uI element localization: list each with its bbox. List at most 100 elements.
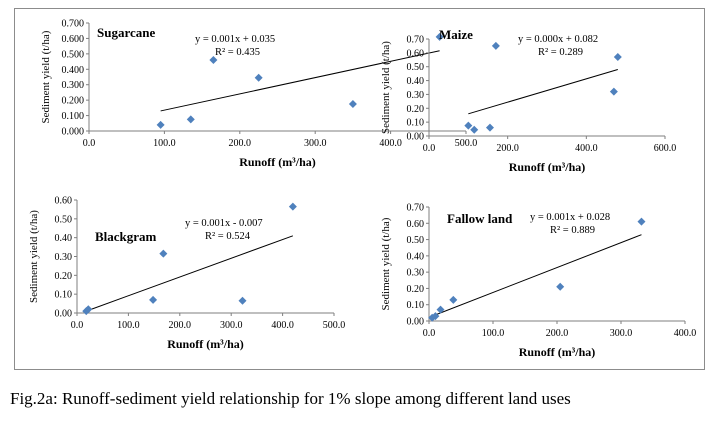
- y-axis-label: Sediment yield (t/ha): [40, 30, 52, 123]
- y-tick-label: 0.30: [55, 252, 73, 263]
- x-tick-label: 200.0: [546, 328, 569, 339]
- x-tick-label: 500.0: [323, 320, 346, 331]
- x-tick-label: 400.0: [575, 143, 598, 154]
- x-tick-label: 0.0: [423, 143, 436, 154]
- chart-3: 0.00 0.10 0.20 0.30 0.40 0.50 0.60 0.0 100.0 200.…: [28, 196, 345, 352]
- chart-1: 0.0000.1000.2000.3000.4000.5000.6000.700…: [40, 19, 477, 170]
- x-tick-label: 0.0: [423, 328, 436, 339]
- y-tick-label: 0.10: [55, 290, 73, 301]
- data-point: [470, 125, 479, 134]
- y-axis-label: Sediment yield (t/ha): [380, 41, 392, 134]
- y-tick-label: 0.60: [55, 196, 73, 207]
- y-tick-label: 0.400: [62, 65, 85, 76]
- data-point: [609, 87, 618, 96]
- x-tick-label: 600.0: [654, 143, 677, 154]
- data-point: [159, 249, 168, 258]
- trendline: [160, 50, 440, 112]
- y-tick-label: 0.00: [407, 132, 425, 143]
- data-point: [464, 121, 473, 130]
- x-tick-label: 200.0: [496, 143, 519, 154]
- trend-equation: y = 0.001x + 0.035: [195, 34, 275, 45]
- data-point: [348, 100, 357, 108]
- x-tick-label: 100.0: [482, 328, 505, 339]
- trend-equation: y = 0.001x - 0.007: [185, 218, 263, 229]
- x-tick-label: 0.0: [71, 320, 84, 331]
- trend-equation: y = 0.001x + 0.028: [530, 212, 610, 223]
- y-tick-label: 0.100: [62, 111, 85, 122]
- data-point: [209, 56, 218, 65]
- y-tick-label: 0.10: [407, 300, 425, 311]
- y-tick-label: 0.300: [62, 80, 85, 91]
- y-tick-label: 0.50: [407, 62, 425, 73]
- y-tick-label: 0.60: [407, 48, 425, 59]
- x-tick-label: 100.0: [153, 138, 176, 149]
- trendline: [468, 69, 618, 115]
- y-tick-label: 0.40: [407, 76, 425, 87]
- figure-caption: Fig.2a: Runoff-sediment yield relationsh…: [10, 389, 571, 408]
- trendline: [432, 234, 642, 317]
- trendline: [86, 235, 294, 312]
- data-point: [238, 296, 247, 305]
- y-tick-label: 0.50: [55, 214, 73, 225]
- y-tick-label: 0.00: [407, 317, 425, 328]
- data-point: [435, 32, 444, 41]
- data-point: [637, 217, 646, 226]
- data-point: [156, 120, 165, 129]
- data-point: [613, 53, 622, 62]
- x-tick-label: 0.0: [83, 138, 96, 149]
- y-tick-label: 0.20: [407, 284, 425, 295]
- data-point: [449, 295, 458, 304]
- chart-2: 0.00 0.10 0.20 0.30 0.40 0.50 0.60 0.70 0.0 200.0…: [380, 27, 676, 174]
- data-point: [431, 312, 440, 321]
- data-point: [436, 305, 445, 314]
- y-tick-label: 0.30: [407, 268, 425, 279]
- y-tick-label: 0.30: [407, 90, 425, 101]
- y-tick-label: 0.50: [407, 235, 425, 246]
- y-tick-label: 0.40: [55, 233, 73, 244]
- y-axis-label: Sediment yield (t/ha): [380, 217, 392, 310]
- chart-title: Sugarcane: [97, 25, 155, 40]
- x-tick-label: 200.0: [229, 138, 252, 149]
- x-tick-label: 200.0: [169, 320, 192, 331]
- data-point: [556, 282, 565, 291]
- x-tick-label: 400.0: [271, 320, 294, 331]
- y-tick-label: 0.70: [407, 203, 425, 214]
- y-tick-label: 0.700: [62, 19, 85, 30]
- y-tick-label: 0.500: [62, 49, 85, 60]
- x-tick-label: 500.0: [455, 138, 478, 149]
- data-point: [149, 295, 158, 304]
- chart-4: 0.00 0.10 0.20 0.30 0.40 0.50 0.60 0.70 0.0 100.0…: [380, 203, 696, 360]
- data-point: [485, 123, 494, 132]
- x-axis-label: Runoff (m³/ha): [509, 160, 586, 174]
- x-axis-label: Runoff (m³/ha): [239, 155, 316, 169]
- y-tick-label: 0.60: [407, 219, 425, 230]
- y-tick-label: 0.10: [407, 118, 425, 129]
- y-tick-label: 0.70: [407, 35, 425, 46]
- y-tick-label: 0.00: [55, 309, 73, 320]
- trend-r2: R² = 0.435: [215, 47, 260, 58]
- trend-r2: R² = 0.289: [538, 47, 583, 58]
- x-tick-label: 300.0: [304, 138, 327, 149]
- data-point: [186, 115, 195, 124]
- y-tick-label: 0.40: [407, 251, 425, 262]
- trend-r2: R² = 0.889: [550, 225, 595, 236]
- trend-equation: y = 0.000x + 0.082: [518, 34, 598, 45]
- x-tick-label: 400.0: [674, 328, 697, 339]
- figure-frame: 0.000 0.100 0.200 0.300 0.400 0.500 0.600 0.700…: [14, 8, 705, 370]
- chart-title: Fallow land: [447, 211, 513, 226]
- x-axis-label: Runoff (m³/ha): [519, 345, 596, 359]
- y-tick-label: 0.20: [55, 271, 73, 282]
- x-tick-label: 300.0: [220, 320, 243, 331]
- y-tick-label: 0.600: [62, 34, 85, 45]
- chart-title: Maize: [439, 27, 473, 42]
- x-axis-label: Runoff (m³/ha): [167, 337, 244, 351]
- data-point: [491, 41, 500, 50]
- x-tick-label: 400.0: [379, 138, 402, 149]
- x-tick-label: 300.0: [610, 328, 633, 339]
- trend-r2: R² = 0.524: [205, 231, 251, 242]
- y-tick-label: 0.200: [62, 96, 85, 107]
- y-tick-label: 0.000: [62, 127, 85, 138]
- data-point: [254, 73, 263, 82]
- y-tick-label: 0.20: [407, 104, 425, 115]
- x-tick-label: 100.0: [117, 320, 140, 331]
